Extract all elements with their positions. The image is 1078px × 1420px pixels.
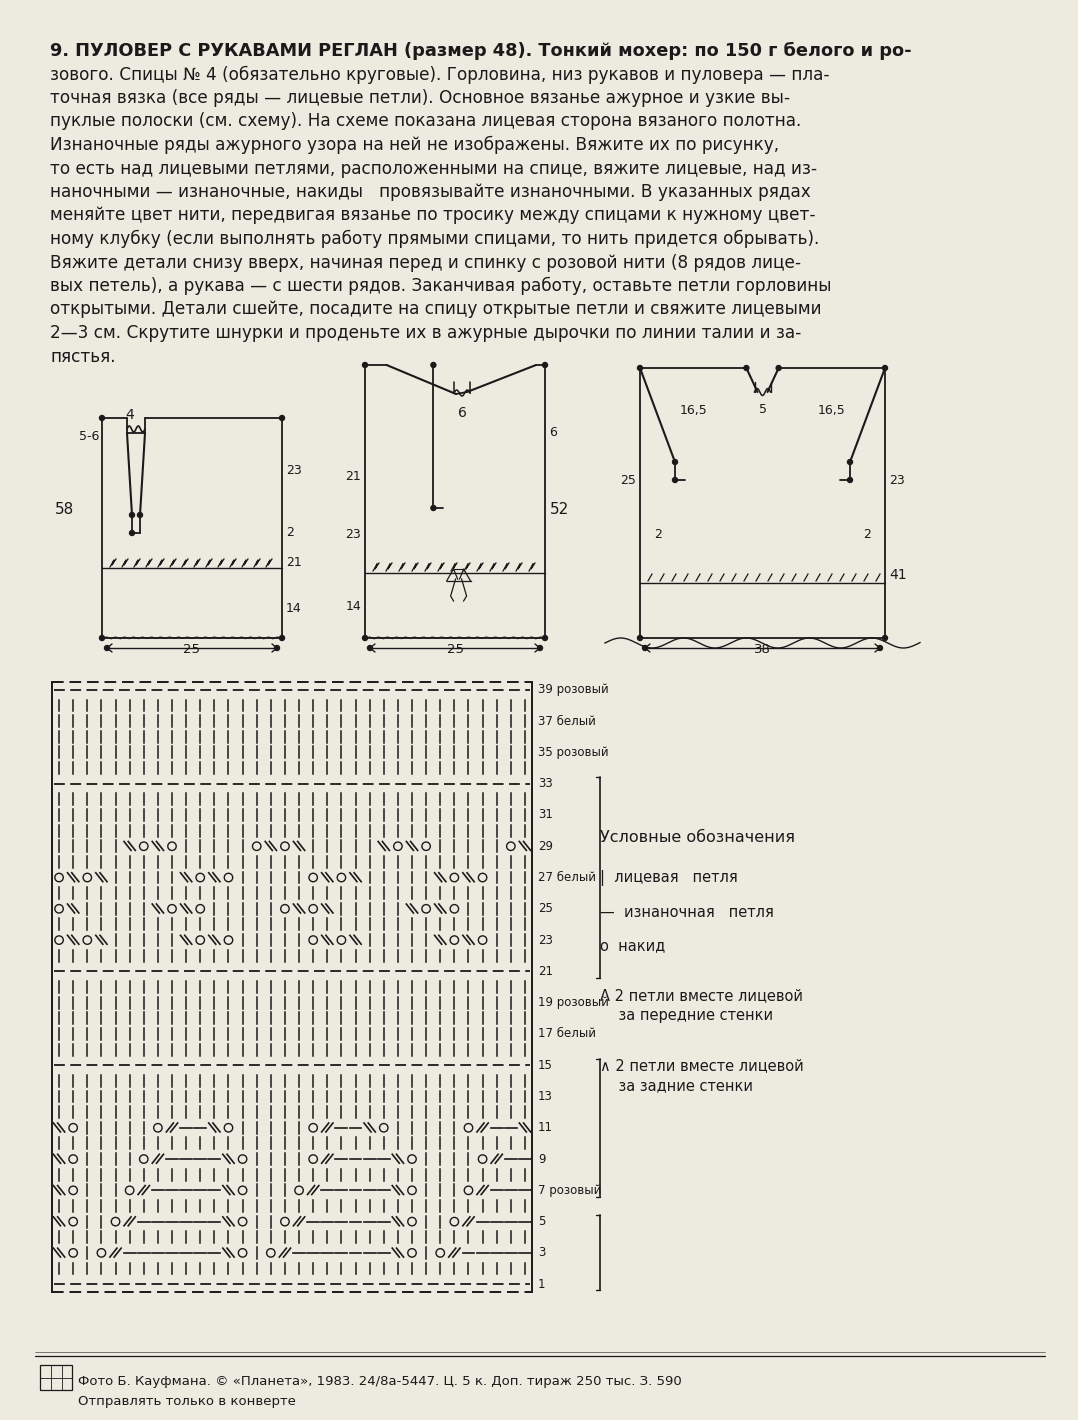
Circle shape bbox=[637, 365, 642, 371]
Text: о  накид: о накид bbox=[600, 939, 665, 953]
Text: 7 розовый: 7 розовый bbox=[538, 1184, 602, 1197]
Text: 17 белый: 17 белый bbox=[538, 1028, 596, 1041]
Circle shape bbox=[542, 362, 548, 368]
Text: 14: 14 bbox=[345, 601, 361, 613]
Text: 9. ПУЛОВЕР С РУКАВАМИ РЕГЛАН (размер 48). Тонкий мохер: по 150 г белого и ро-: 9. ПУЛОВЕР С РУКАВАМИ РЕГЛАН (размер 48)… bbox=[50, 43, 912, 60]
Text: 25: 25 bbox=[620, 473, 636, 487]
Text: 23: 23 bbox=[889, 473, 904, 487]
Text: 16,5: 16,5 bbox=[679, 405, 707, 417]
Text: 29: 29 bbox=[538, 839, 553, 853]
Text: 5-6: 5-6 bbox=[79, 429, 99, 443]
Text: за задние стенки: за задние стенки bbox=[600, 1078, 754, 1093]
Text: 2: 2 bbox=[654, 527, 662, 541]
Circle shape bbox=[744, 365, 749, 371]
Circle shape bbox=[99, 636, 105, 640]
Text: наночными — изнаночные, накиды   провязывайте изнаночными. В указанных рядах: наночными — изнаночные, накиды провязыва… bbox=[50, 183, 811, 202]
Text: 25: 25 bbox=[538, 902, 553, 916]
Text: 23: 23 bbox=[286, 463, 302, 477]
Text: зового. Спицы № 4 (обязательно круговые). Горловина, низ рукавов и пуловера — пл: зового. Спицы № 4 (обязательно круговые)… bbox=[50, 65, 830, 84]
Text: 2: 2 bbox=[286, 525, 294, 538]
Circle shape bbox=[129, 531, 135, 535]
Circle shape bbox=[673, 460, 677, 464]
Text: 33: 33 bbox=[538, 777, 553, 790]
Text: 38: 38 bbox=[755, 643, 771, 656]
Text: 23: 23 bbox=[345, 528, 361, 541]
Text: —  изнаночная   петля: — изнаночная петля bbox=[600, 905, 774, 920]
Circle shape bbox=[642, 646, 648, 650]
Text: вых петель), а рукава — с шести рядов. Заканчивая работу, оставьте петли горлови: вых петель), а рукава — с шести рядов. З… bbox=[50, 277, 831, 295]
Circle shape bbox=[776, 365, 782, 371]
Text: 19 розовый: 19 розовый bbox=[538, 997, 609, 1010]
Circle shape bbox=[431, 362, 436, 368]
Circle shape bbox=[99, 416, 105, 420]
Circle shape bbox=[368, 646, 373, 650]
Text: ∧ 2 петли вместе лицевой: ∧ 2 петли вместе лицевой bbox=[600, 1058, 804, 1074]
Text: 25: 25 bbox=[446, 643, 464, 656]
Circle shape bbox=[538, 646, 542, 650]
Text: Λ 2 петли вместе лицевой: Λ 2 петли вместе лицевой bbox=[600, 988, 803, 1003]
Text: открытыми. Детали сшейте, посадите на спицу открытые петли и свяжите лицевыми: открытыми. Детали сшейте, посадите на сп… bbox=[50, 301, 821, 318]
Text: 58: 58 bbox=[54, 503, 73, 517]
Circle shape bbox=[847, 477, 853, 483]
Text: 21: 21 bbox=[538, 964, 553, 978]
Circle shape bbox=[362, 636, 368, 640]
Circle shape bbox=[883, 365, 887, 371]
Text: 21: 21 bbox=[345, 470, 361, 483]
Text: меняйте цвет нити, передвигая вязанье по тросику между спицами к нужному цвет-: меняйте цвет нити, передвигая вязанье по… bbox=[50, 206, 816, 224]
Text: 6: 6 bbox=[457, 406, 467, 420]
Text: 6: 6 bbox=[549, 426, 557, 439]
Text: 4: 4 bbox=[126, 408, 135, 422]
Text: 14: 14 bbox=[286, 602, 302, 615]
Text: 5: 5 bbox=[759, 403, 766, 416]
Text: пуклые полоски (см. схему). На схеме показана лицевая сторона вязаного полотна.: пуклые полоски (см. схему). На схеме пок… bbox=[50, 112, 801, 131]
Text: пястья.: пястья. bbox=[50, 348, 115, 365]
Text: 15: 15 bbox=[538, 1059, 553, 1072]
Text: Фото Б. Кауфмана. © «Планета», 1983. 24/8а-5447. Ц. 5 к. Доп. тираж 250 тыс. З. : Фото Б. Кауфмана. © «Планета», 1983. 24/… bbox=[78, 1375, 681, 1387]
Circle shape bbox=[673, 477, 677, 483]
Circle shape bbox=[279, 636, 285, 640]
Circle shape bbox=[279, 416, 285, 420]
Text: 16,5: 16,5 bbox=[818, 405, 845, 417]
Circle shape bbox=[637, 636, 642, 640]
Bar bbox=[40, 1365, 72, 1390]
Text: 11: 11 bbox=[538, 1122, 553, 1135]
Text: 25: 25 bbox=[183, 643, 201, 656]
Text: то есть над лицевыми петлями, расположенными на спице, вяжите лицевые, над из-: то есть над лицевыми петлями, расположен… bbox=[50, 159, 817, 178]
Text: 27 белый: 27 белый bbox=[538, 870, 596, 885]
Circle shape bbox=[362, 362, 368, 368]
Circle shape bbox=[542, 636, 548, 640]
Text: 2: 2 bbox=[863, 527, 871, 541]
Circle shape bbox=[883, 636, 887, 640]
Circle shape bbox=[275, 646, 279, 650]
Text: |  лицевая   петля: | лицевая петля bbox=[600, 870, 737, 886]
Text: 2—3 см. Скрутите шнурки и проденьте их в ажурные дырочки по линии талии и за-: 2—3 см. Скрутите шнурки и проденьте их в… bbox=[50, 324, 801, 342]
Circle shape bbox=[138, 513, 142, 517]
Circle shape bbox=[129, 513, 135, 517]
Text: ному клубку (если выполнять работу прямыми спицами, то нить придется обрывать).: ному клубку (если выполнять работу прямы… bbox=[50, 230, 819, 248]
Text: 9: 9 bbox=[538, 1153, 545, 1166]
Text: 37 белый: 37 белый bbox=[538, 714, 596, 727]
Circle shape bbox=[877, 646, 883, 650]
Text: 39 розовый: 39 розовый bbox=[538, 683, 609, 696]
Circle shape bbox=[105, 646, 110, 650]
Text: 13: 13 bbox=[538, 1091, 553, 1103]
Text: 23: 23 bbox=[538, 933, 553, 947]
Text: 21: 21 bbox=[286, 555, 302, 568]
Circle shape bbox=[431, 506, 436, 511]
Text: 35 розовый: 35 розовый bbox=[538, 746, 609, 758]
Text: 41: 41 bbox=[889, 568, 907, 582]
Text: 1: 1 bbox=[538, 1278, 545, 1291]
Text: Вяжите детали снизу вверх, начиная перед и спинку с розовой нити (8 рядов лице-: Вяжите детали снизу вверх, начиная перед… bbox=[50, 254, 801, 271]
Text: 3: 3 bbox=[538, 1247, 545, 1260]
Text: 31: 31 bbox=[538, 808, 553, 821]
Text: 52: 52 bbox=[550, 503, 569, 517]
Text: Условные обозначения: Условные обозначения bbox=[600, 831, 794, 845]
Text: 5: 5 bbox=[538, 1216, 545, 1228]
Circle shape bbox=[847, 460, 853, 464]
Text: Изнаночные ряды ажурного узора на ней не изображены. Вяжите их по рисунку,: Изнаночные ряды ажурного узора на ней не… bbox=[50, 136, 779, 155]
Text: за передние стенки: за передние стенки bbox=[600, 1008, 773, 1022]
Text: точная вязка (все ряды — лицевые петли). Основное вязанье ажурное и узкие вы-: точная вязка (все ряды — лицевые петли).… bbox=[50, 89, 790, 106]
Text: Отправлять только в конверте: Отправлять только в конверте bbox=[78, 1394, 295, 1409]
